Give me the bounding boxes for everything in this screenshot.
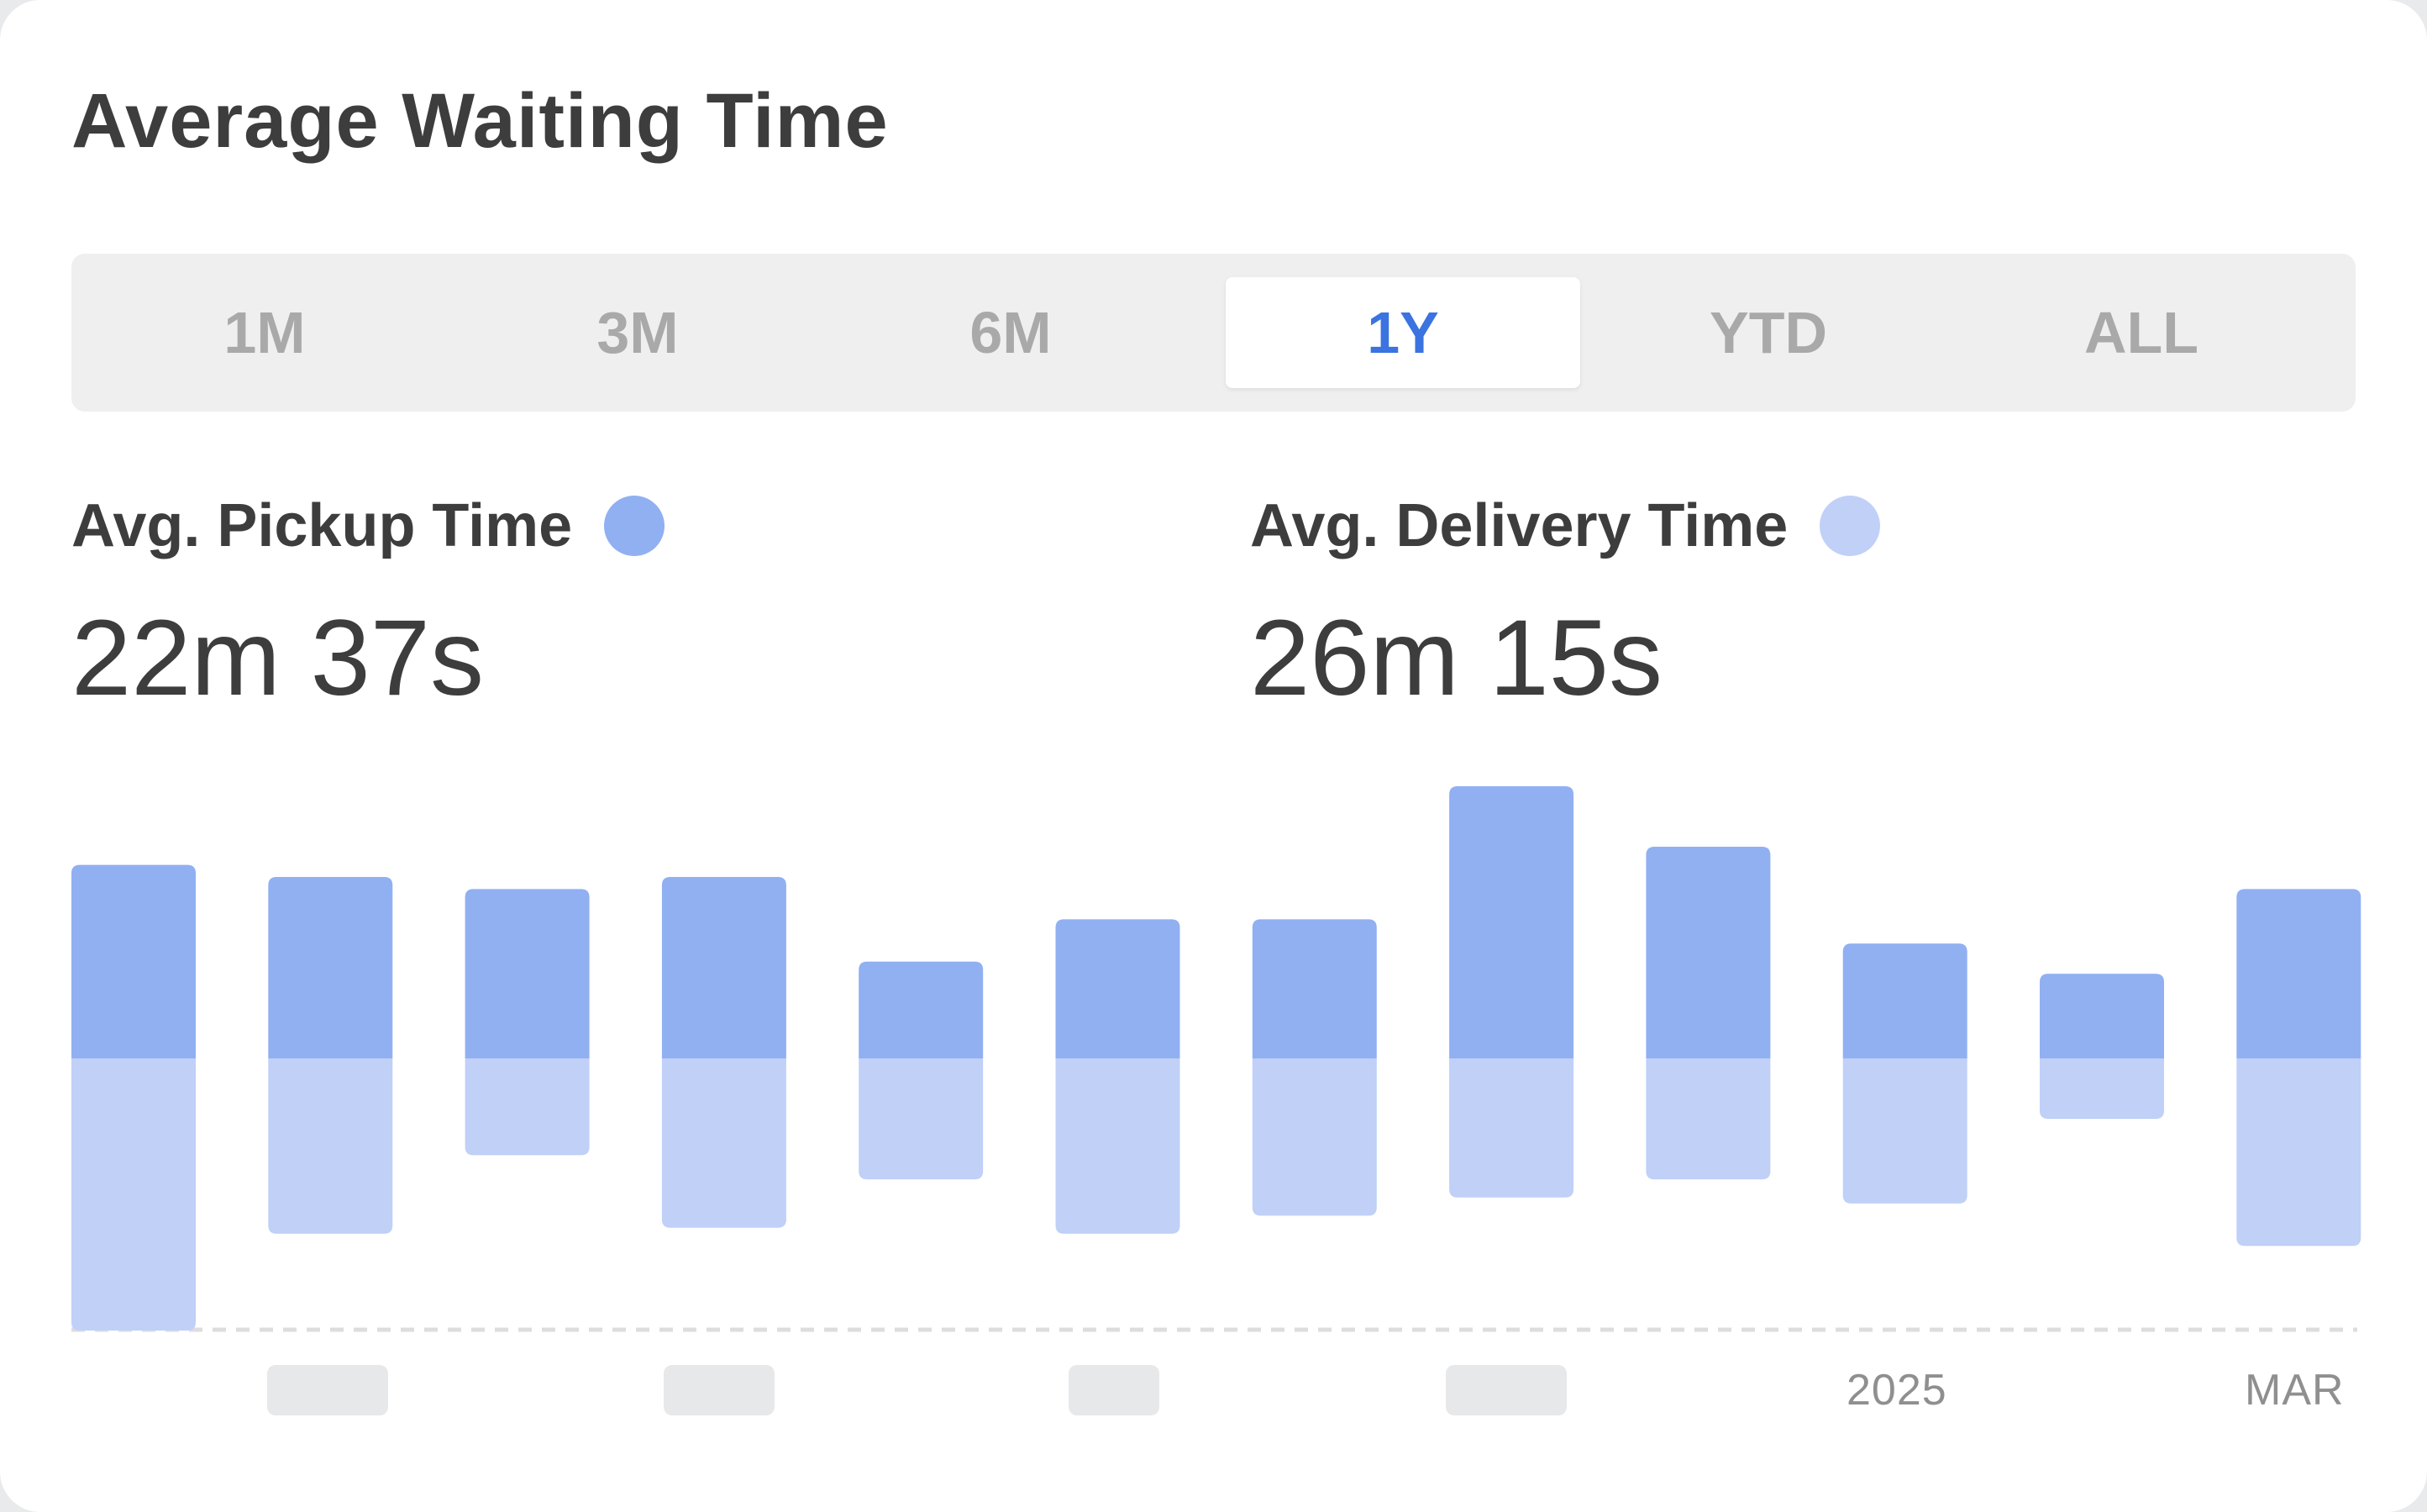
x-label-placeholder bbox=[1069, 1365, 1159, 1415]
delivery-bar[interactable] bbox=[71, 1058, 196, 1331]
pickup-bar[interactable] bbox=[2040, 974, 2164, 1058]
pickup-metric-value: 22m 37s bbox=[71, 598, 484, 718]
x-label-month: MAR bbox=[2245, 1366, 2345, 1415]
x-label-placeholder bbox=[267, 1365, 388, 1415]
pickup-bar[interactable] bbox=[71, 864, 196, 1058]
pickup-bar[interactable] bbox=[465, 889, 590, 1058]
delivery-bar[interactable] bbox=[268, 1058, 393, 1234]
card-title: Average Waiting Time bbox=[71, 78, 889, 164]
pickup-bar[interactable] bbox=[268, 877, 393, 1058]
delivery-legend-dot bbox=[1820, 496, 1881, 556]
pickup-bar[interactable] bbox=[2236, 889, 2361, 1058]
delivery-bar[interactable] bbox=[1252, 1058, 1377, 1216]
x-label-placeholder bbox=[1446, 1365, 1567, 1415]
delivery-bar[interactable] bbox=[1646, 1058, 1771, 1179]
pickup-label-text: Avg. Pickup Time bbox=[71, 492, 573, 559]
delivery-bar[interactable] bbox=[859, 1058, 984, 1179]
pickup-metric-label: Avg. Pickup Time bbox=[71, 491, 665, 560]
range-tab-ytd[interactable]: YTD bbox=[1710, 300, 1827, 365]
pickup-bar[interactable] bbox=[1646, 847, 1771, 1058]
range-tab-3m[interactable]: 3M bbox=[596, 300, 679, 365]
delivery-bar[interactable] bbox=[661, 1058, 786, 1228]
pickup-bar[interactable] bbox=[1055, 919, 1180, 1058]
pickup-bar[interactable] bbox=[1252, 919, 1377, 1058]
delivery-bar[interactable] bbox=[2236, 1058, 2361, 1247]
delivery-metric-value: 26m 15s bbox=[1250, 598, 1663, 718]
delivery-bar[interactable] bbox=[1055, 1058, 1180, 1234]
delivery-bar[interactable] bbox=[1449, 1058, 1574, 1198]
range-tab-all[interactable]: ALL bbox=[2083, 300, 2199, 365]
x-label-placeholder bbox=[664, 1365, 775, 1415]
pickup-bar[interactable] bbox=[1842, 943, 1967, 1058]
range-selector: 1M 3M 6M 1Y YTD ALL bbox=[71, 254, 2356, 412]
pickup-bar[interactable] bbox=[859, 961, 984, 1058]
delivery-metric-label: Avg. Delivery Time bbox=[1250, 491, 1881, 560]
delivery-label-text: Avg. Delivery Time bbox=[1250, 492, 1789, 559]
delivery-bar[interactable] bbox=[2040, 1058, 2164, 1119]
delivery-bar[interactable] bbox=[465, 1058, 590, 1156]
pickup-bar[interactable] bbox=[661, 877, 786, 1058]
range-tab-1y[interactable]: 1Y bbox=[1226, 277, 1580, 388]
pickup-bar[interactable] bbox=[1449, 786, 1574, 1058]
pickup-legend-dot bbox=[604, 496, 665, 556]
range-tab-1m[interactable]: 1M bbox=[223, 300, 306, 365]
range-tab-6m[interactable]: 6M bbox=[969, 300, 1052, 365]
delivery-bar[interactable] bbox=[1842, 1058, 1967, 1204]
x-label-year: 2025 bbox=[1847, 1366, 1947, 1415]
